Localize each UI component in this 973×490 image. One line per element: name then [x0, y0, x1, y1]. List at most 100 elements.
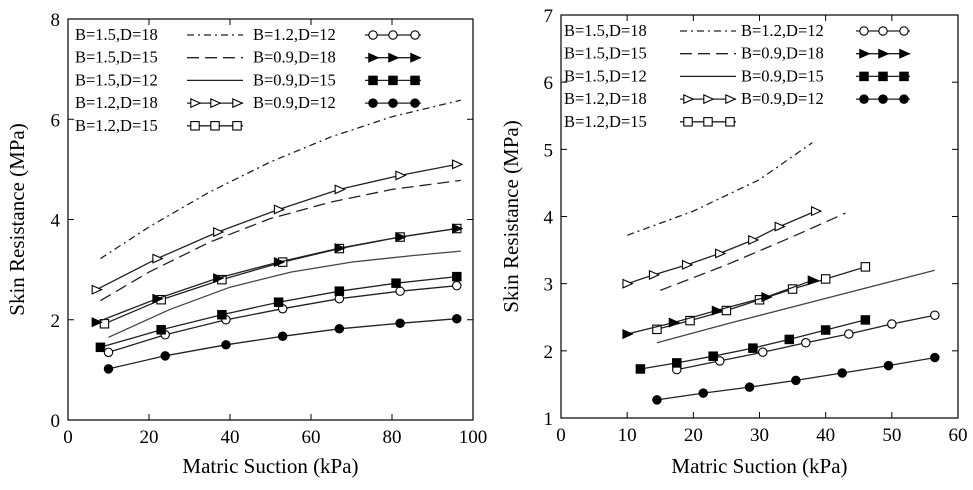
legend-marker — [410, 30, 420, 40]
data-point — [213, 226, 225, 238]
data-point — [395, 286, 405, 296]
legend-marker — [388, 52, 400, 63]
legend-marker — [899, 94, 909, 104]
series-B=1.5,D=12 — [656, 269, 935, 344]
legend-marker — [859, 48, 871, 59]
data-point — [91, 284, 103, 295]
series-B=0.9,D=15 — [635, 315, 871, 374]
legend-label: B=1.2,D=15 — [75, 116, 158, 135]
legend-marker — [878, 26, 888, 36]
chart-panel-1: 0 20 40 60 80 100 0 2 4 6 8 Matric Suction (kPa) Ski… — [5, 10, 487, 478]
legend-marker — [859, 94, 869, 104]
x-tick-label: 0 — [63, 427, 73, 448]
legend-marker — [388, 30, 398, 40]
data-point — [715, 248, 727, 259]
legend-marker — [859, 26, 869, 36]
data-point — [652, 324, 662, 335]
data-point — [774, 221, 786, 232]
data-point — [708, 351, 718, 361]
legend-marker — [232, 121, 242, 131]
y-tick-label: 2 — [51, 311, 61, 332]
x-tick-label: 80 — [383, 427, 402, 448]
data-point — [791, 375, 801, 386]
legend-marker — [410, 75, 420, 86]
x-tick-label: 0 — [556, 425, 566, 446]
legend-label: B=1.5,D=12 — [564, 66, 647, 85]
data-point — [698, 388, 709, 398]
data-point — [334, 243, 346, 254]
legend-label: B=1.2,D=12 — [253, 25, 336, 44]
data-point — [844, 329, 854, 339]
data-point — [668, 317, 681, 328]
legend-label: B=1.5,D=15 — [75, 48, 158, 67]
data-point — [648, 269, 661, 280]
data-point — [860, 315, 871, 325]
series-B=1.2,D=12 — [103, 280, 462, 358]
data-point — [273, 257, 286, 268]
series-line — [108, 250, 461, 338]
series-B=0.9,D=12 — [103, 313, 462, 374]
series-B=1.5,D=15 — [660, 212, 846, 292]
y-tick-label: 8 — [51, 10, 61, 31]
series-B=1.5,D=12 — [108, 250, 461, 338]
x-axis-title: Matric Suction (kPa) — [182, 454, 358, 478]
data-point — [930, 352, 940, 363]
data-point — [103, 364, 114, 374]
legend-marker — [210, 121, 220, 131]
x-tick-label: 10 — [618, 425, 637, 446]
data-point — [837, 368, 847, 378]
data-point — [273, 297, 284, 307]
legend-marker — [899, 71, 909, 82]
series-B=1.2,D=15 — [652, 262, 871, 335]
legend-marker — [190, 98, 202, 109]
data-point — [152, 253, 164, 264]
data-point — [152, 293, 164, 304]
y-tick-label: 0 — [51, 411, 61, 432]
legend-marker — [368, 98, 378, 108]
data-point — [334, 184, 346, 195]
series-line — [100, 99, 461, 260]
x-tick-label: 60 — [302, 427, 321, 448]
legend-label: B=0.9,D=18 — [741, 44, 824, 63]
data-point — [883, 360, 894, 371]
data-point — [213, 273, 225, 284]
legend-label: B=1.2,D=18 — [564, 89, 647, 108]
legend-marker — [388, 75, 398, 86]
legend-marker — [725, 94, 737, 105]
legend-marker — [878, 71, 888, 82]
data-point — [452, 271, 462, 282]
data-point — [452, 313, 462, 324]
series-B=1.2,D=18 — [91, 159, 464, 295]
x-tick-label: 40 — [816, 425, 835, 446]
data-point — [672, 358, 682, 368]
data-point — [810, 206, 823, 217]
y-tick-label: 7 — [544, 6, 554, 27]
y-axis-title: Skin Resistance (MPa) — [499, 120, 523, 312]
legend-marker — [232, 98, 244, 109]
legend-label: B=0.9,D=15 — [741, 66, 824, 85]
series-B=0.9,D=15 — [95, 271, 462, 353]
series-B=1.5,D=18 — [626, 142, 813, 236]
data-point — [887, 319, 897, 329]
data-point — [334, 324, 345, 334]
data-point — [685, 315, 695, 326]
legend-label: B=1.2,D=15 — [564, 112, 647, 131]
y-tick-label: 4 — [51, 211, 61, 232]
legend-label: B=1.5,D=12 — [75, 70, 158, 89]
legend-marker — [725, 117, 735, 127]
legend-marker — [368, 75, 378, 86]
legend-marker — [878, 94, 888, 104]
data-point — [652, 395, 662, 405]
y-tick-label: 6 — [544, 73, 554, 94]
data-point — [807, 275, 819, 286]
data-point — [744, 382, 755, 392]
legend-marker — [210, 98, 222, 109]
data-point — [622, 278, 634, 289]
data-point — [681, 259, 694, 270]
series-B=1.5,D=15 — [100, 179, 461, 302]
data-point — [622, 328, 634, 340]
y-tick-label: 6 — [51, 110, 61, 131]
data-point — [758, 347, 768, 357]
series-B=0.9,D=18 — [91, 223, 464, 328]
legend-marker — [703, 94, 715, 105]
